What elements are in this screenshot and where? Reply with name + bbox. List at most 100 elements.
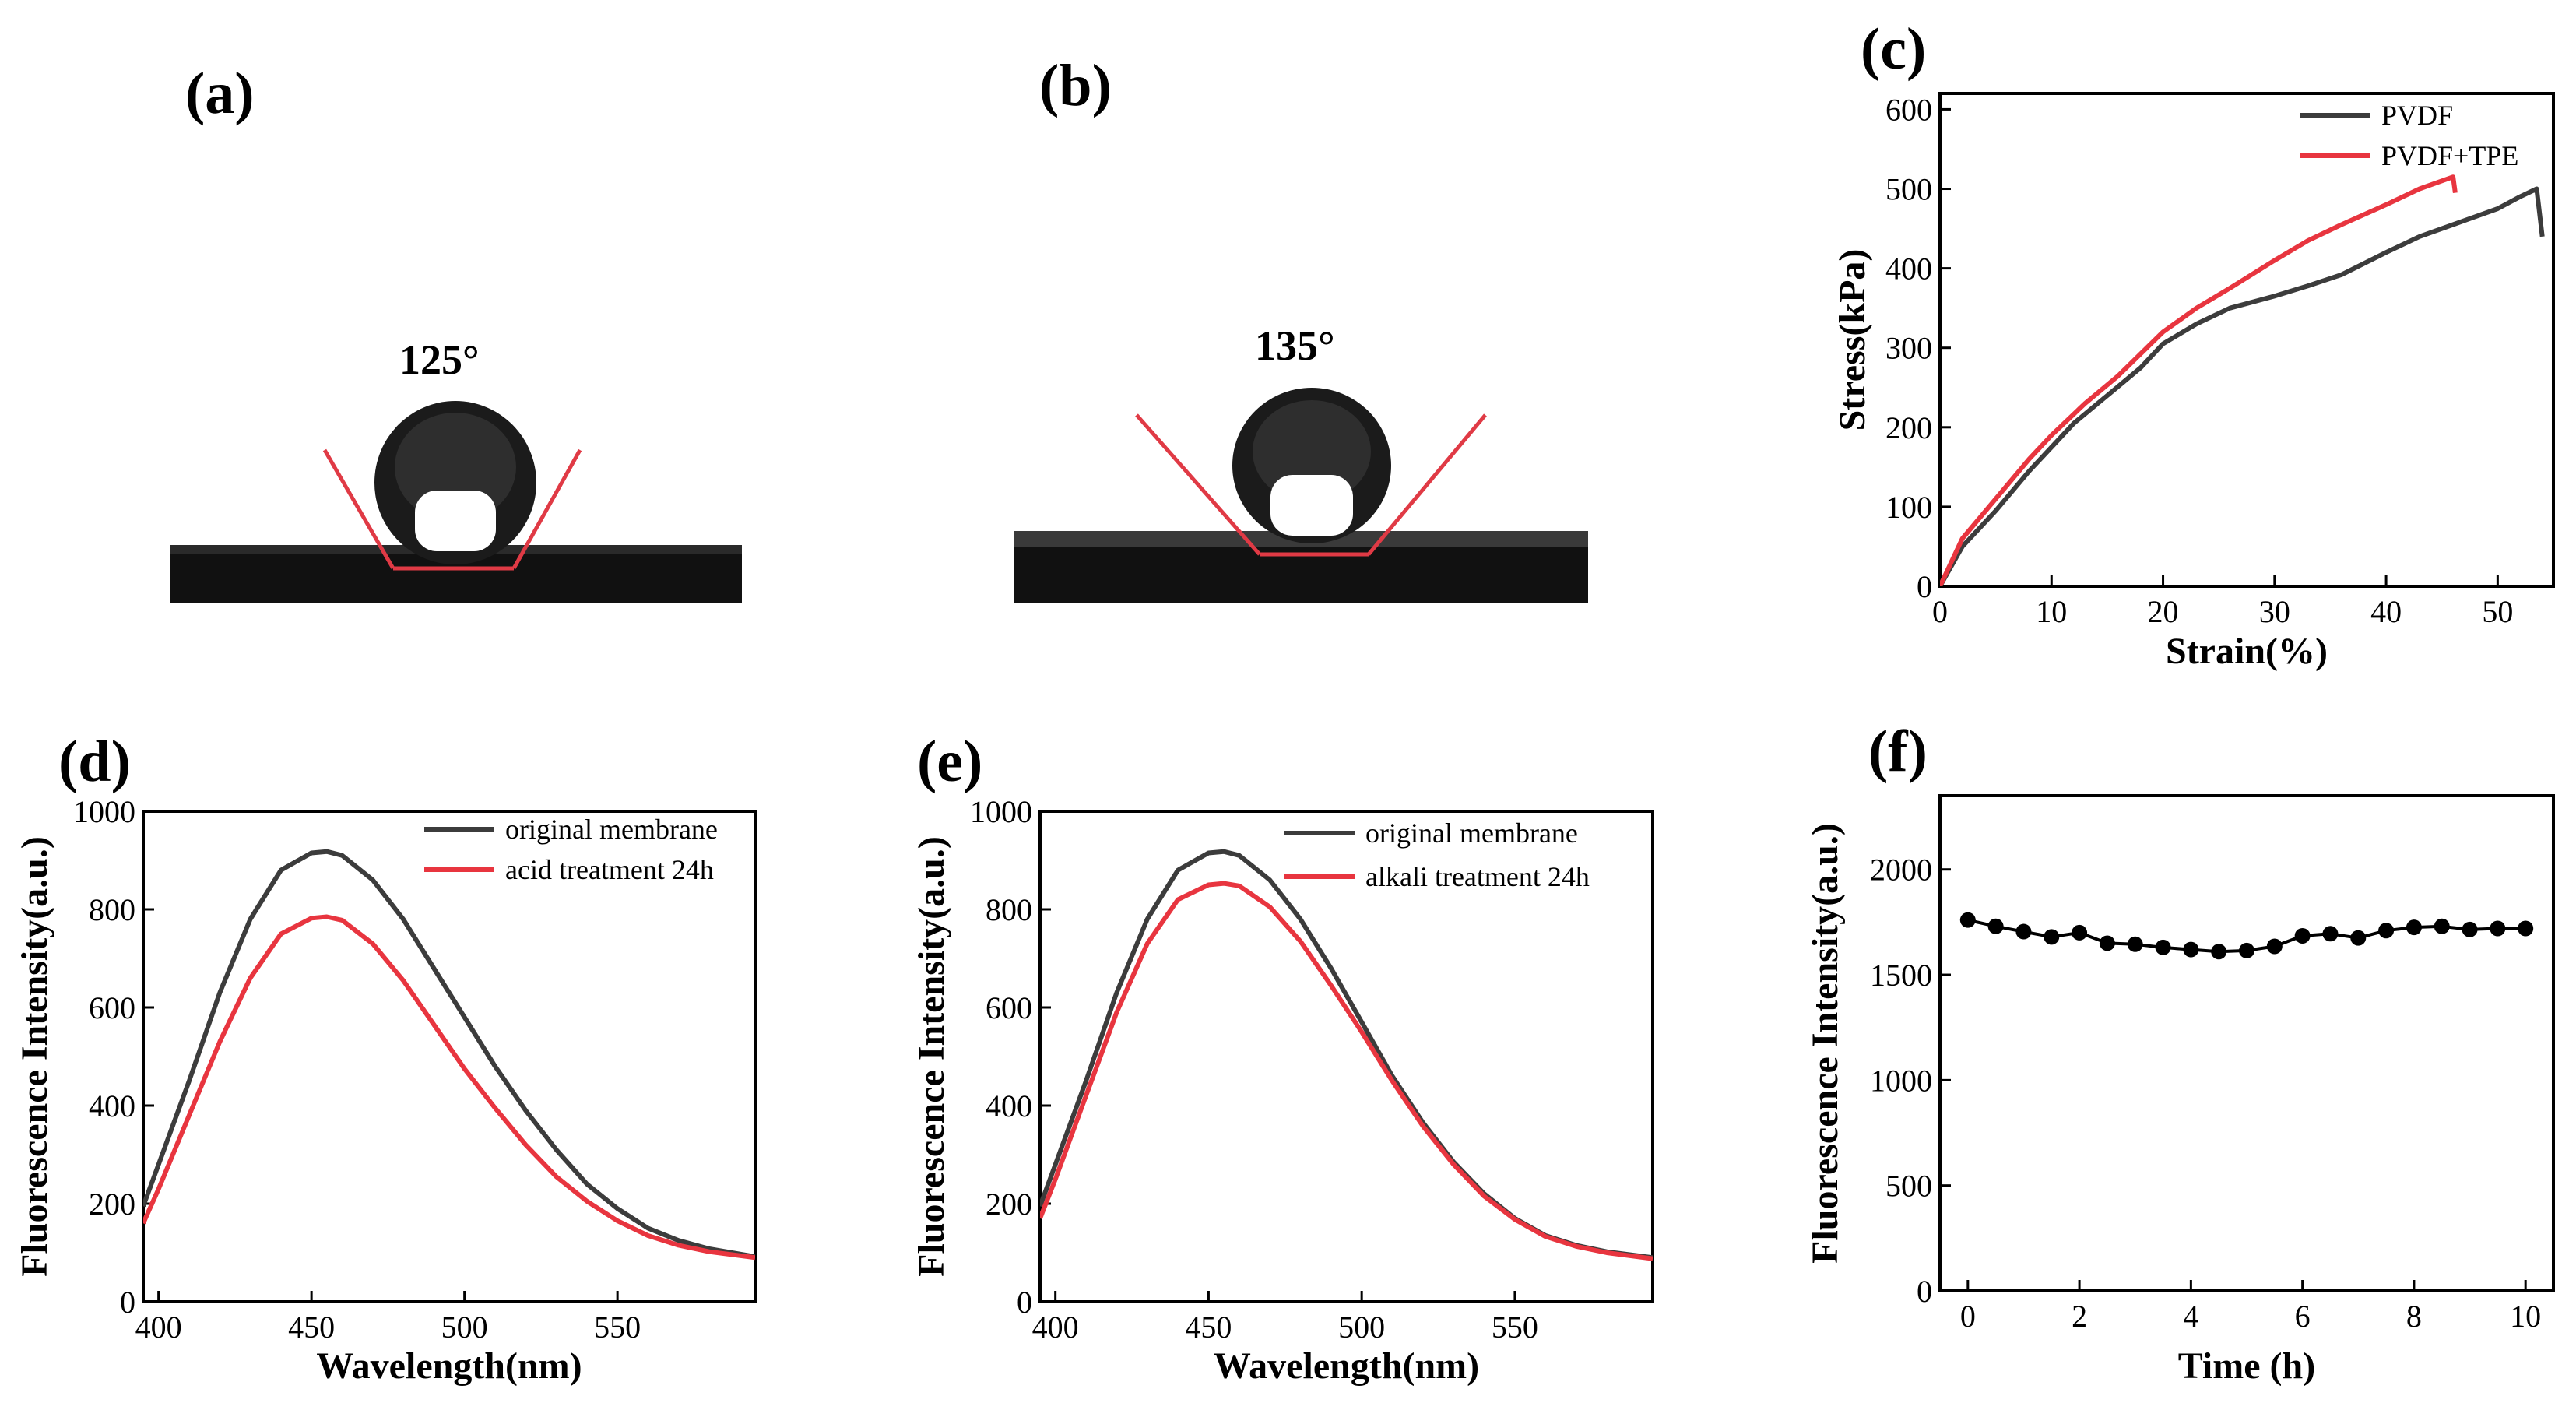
- panel-label-e: (e): [917, 729, 982, 794]
- y-tick-label: 600: [986, 990, 1032, 1025]
- legend-label: original membrane: [1365, 818, 1578, 849]
- chart-stress-strain: 0 10 20 30 40 500100200300400500600Strain(%)S…: [1832, 92, 2555, 672]
- x-tick-label: 0: [1960, 1299, 1976, 1334]
- x-tick-label: 550: [1492, 1310, 1538, 1345]
- data-point: [2378, 923, 2395, 939]
- x-tick-label: 8: [2406, 1299, 2422, 1334]
- y-tick-label: 500: [1885, 172, 1932, 207]
- data-point: [1959, 912, 1976, 928]
- plot-frame: [1938, 92, 2555, 588]
- series-line-alkali-treatment-24h: [1040, 881, 1653, 1261]
- data-point: [2155, 939, 2171, 955]
- x-axis-title: Wavelength(nm): [316, 1345, 582, 1387]
- x-tick-label: 450: [1185, 1310, 1232, 1345]
- y-tick-label: 500: [1885, 1169, 1932, 1204]
- x-tick-label: 10: [2036, 594, 2067, 629]
- series-line-acid-treatment-24h: [143, 914, 755, 1261]
- contact-angle-a: 125°: [399, 336, 480, 383]
- y-tick-label: 1000: [970, 794, 1032, 829]
- tangent-line-left-b: [1135, 413, 1261, 556]
- x-tick-label: 10: [2510, 1299, 2541, 1334]
- series-line-pvdf-tpe: [1940, 174, 2458, 586]
- panel-label-b: (b): [1039, 53, 1112, 118]
- y-tick-label: 400: [89, 1088, 135, 1123]
- y-tick-label: 200: [986, 1187, 1032, 1222]
- data-point: [2322, 926, 2339, 942]
- series-line-original-membrane: [143, 849, 755, 1259]
- chart-alkali-fluorescence: 400 450 500 550 0 200 400 600 800 1000 Wavelength(…: [911, 794, 1654, 1387]
- legend-label: original membrane: [505, 814, 718, 845]
- panel-label-d: (d): [58, 729, 131, 794]
- legend-label: acid treatment 24h: [505, 854, 714, 885]
- contact-angle-b: 135°: [1255, 322, 1335, 369]
- y-tick-label: 600: [1885, 92, 1932, 127]
- data-point: [2183, 941, 2199, 958]
- plot-frame: [142, 810, 757, 1303]
- data-point: [2294, 927, 2311, 944]
- y-tick-label: 0: [1017, 1285, 1032, 1320]
- substrate-b: [1014, 543, 1588, 603]
- x-tick-label: 400: [1032, 1310, 1079, 1345]
- data-point: [1987, 918, 2004, 934]
- x-tick-label: 30: [2259, 594, 2290, 629]
- data-point: [2099, 935, 2115, 951]
- y-tick-label: 1000: [73, 794, 135, 829]
- x-axis-title: Time (h): [2178, 1345, 2315, 1387]
- data-point: [2518, 920, 2534, 937]
- x-tick-label: 6: [2295, 1299, 2311, 1334]
- y-tick-label: 2000: [1870, 853, 1932, 888]
- data-point: [2239, 942, 2254, 958]
- panel-label-f: (f): [1868, 719, 1928, 784]
- y-axis-title: Fluorescence Intensity(a.u.): [14, 836, 55, 1277]
- tangent-line-right-a: [511, 448, 582, 570]
- y-tick-label: 600: [89, 990, 135, 1025]
- photo-panel-a: (a) 125°: [170, 43, 743, 603]
- panel-label-c: (c): [1861, 16, 1926, 82]
- x-tick-label: 0: [1932, 594, 1948, 629]
- x-axis-title: Strain(%): [2166, 631, 2328, 672]
- y-tick-label: 300: [1885, 331, 1932, 366]
- data-point: [2406, 919, 2422, 936]
- y-axis-title: Fluorescence Intensity(a.u.): [1805, 823, 1846, 1264]
- x-tick-label: 4: [2183, 1299, 2198, 1334]
- y-tick-label: 100: [1885, 490, 1932, 525]
- data-point: [2266, 938, 2283, 955]
- tangent-line-left-a: [322, 448, 395, 570]
- data-point: [2015, 923, 2032, 940]
- y-tick-label: 800: [89, 892, 135, 927]
- photo-panel-b: (b) 135°: [1014, 43, 1588, 603]
- data-point: [2044, 929, 2060, 945]
- tangent-line-right-b: [1367, 413, 1487, 556]
- y-tick-label: 1500: [1870, 958, 1932, 993]
- chart-time-fluorescence: 0 2 4 6 8 10 0 500 1000 1500 2000 Time (h) Fluoresce…: [1805, 794, 2555, 1387]
- plot-frame: [1938, 794, 2555, 1292]
- plot-frame: [1038, 810, 1654, 1303]
- series-line-original-membrane: [1040, 849, 1653, 1261]
- data-point: [2434, 918, 2450, 934]
- y-tick-label: 800: [986, 892, 1032, 927]
- data-point: [2490, 920, 2506, 937]
- legend-label: PVDF: [2381, 100, 2453, 131]
- x-tick-label: 40: [2370, 594, 2402, 629]
- data-point: [2462, 921, 2478, 937]
- y-axis-title: Stress(kPa): [1832, 249, 1873, 431]
- y-tick-label: 200: [89, 1187, 135, 1222]
- y-tick-label: 0: [1917, 569, 1932, 604]
- data-point: [2350, 930, 2367, 946]
- data-point: [2211, 944, 2227, 960]
- chart-acid-fluorescence: 400 450 500 550 0 200 400 600 800 1000 Wavelength(…: [14, 794, 757, 1387]
- y-tick-label: 200: [1885, 410, 1932, 445]
- x-tick-label: 20: [2148, 594, 2179, 629]
- y-tick-label: 1000: [1870, 1063, 1932, 1098]
- x-axis-title: Wavelength(nm): [1214, 1345, 1479, 1387]
- x-tick-label: 500: [441, 1310, 488, 1345]
- y-axis-title: Fluorescence Intensity(a.u.): [911, 836, 952, 1277]
- legend-label: PVDF+TPE: [2381, 140, 2518, 171]
- panel-label-a: (a): [185, 61, 255, 126]
- y-tick-label: 400: [1885, 251, 1932, 287]
- data-point: [2127, 936, 2143, 952]
- x-tick-label: 2: [2072, 1299, 2087, 1334]
- x-tick-label: 500: [1338, 1310, 1385, 1345]
- y-tick-label: 400: [986, 1088, 1032, 1123]
